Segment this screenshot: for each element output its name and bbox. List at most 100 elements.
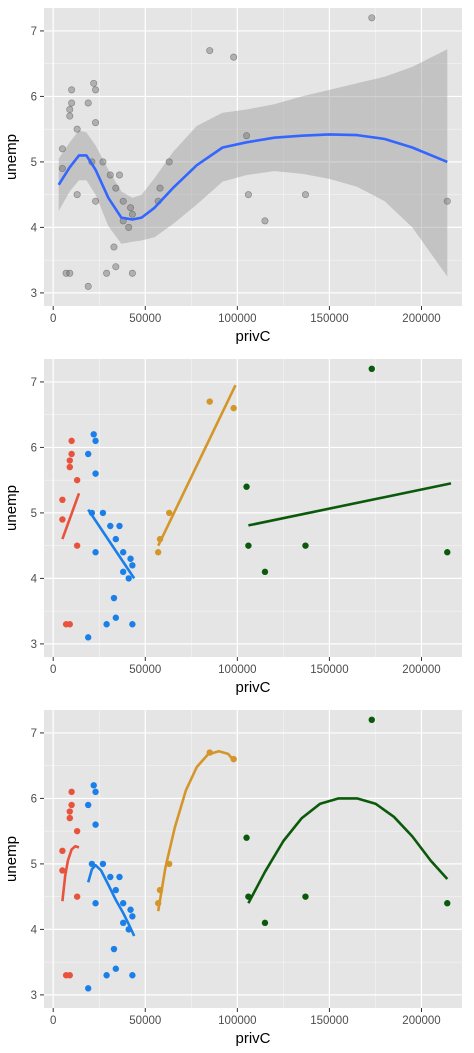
data-point-group-2 bbox=[119, 549, 127, 556]
fit-line-group-1 bbox=[61, 492, 81, 540]
data-point bbox=[112, 263, 120, 271]
data-point bbox=[68, 86, 76, 94]
data-point-group-1 bbox=[68, 801, 75, 809]
data-point-group-4 bbox=[444, 549, 451, 556]
x-tick-label: 200000 bbox=[402, 313, 440, 325]
data-point-group-2 bbox=[92, 549, 99, 556]
confidence-ribbon bbox=[58, 49, 448, 277]
chart-1-loess: 0 50000 100000 150000 200000 3 4 5 6 7 privC unemp bbox=[0, 0, 474, 351]
data-point bbox=[230, 53, 238, 61]
x-tick-label: 0 bbox=[50, 313, 56, 325]
y-tick-label: 3 bbox=[31, 639, 37, 651]
data-point bbox=[106, 171, 114, 179]
data-point-group-4 bbox=[302, 893, 309, 900]
data-point-group-1 bbox=[66, 814, 73, 822]
data-point bbox=[110, 243, 118, 251]
fit-line-group-1 bbox=[61, 844, 80, 902]
x-axis-title: privC bbox=[235, 1030, 270, 1047]
y-tick-label: 5 bbox=[31, 157, 37, 169]
data-point bbox=[127, 204, 135, 212]
data-point-group-1 bbox=[66, 808, 73, 815]
data-point bbox=[119, 197, 127, 205]
data-point-group-2 bbox=[129, 972, 136, 979]
data-point-group-4 bbox=[368, 365, 375, 373]
data-point-group-4 bbox=[261, 919, 269, 927]
data-point bbox=[165, 158, 173, 166]
data-point-group-2 bbox=[116, 522, 123, 530]
data-point bbox=[84, 99, 92, 107]
data-point-group-4 bbox=[243, 834, 250, 841]
data-point bbox=[58, 164, 66, 172]
data-point-group-1 bbox=[66, 972, 73, 979]
data-point-group-2 bbox=[90, 782, 97, 789]
y-tick-label: 7 bbox=[31, 728, 37, 740]
data-point-group-3 bbox=[154, 549, 162, 556]
data-point bbox=[99, 158, 107, 166]
data-point bbox=[92, 197, 100, 205]
chart-2-svg: 0 50000 100000 150000 200000 3 4 5 6 7 privC unemp bbox=[3, 359, 462, 696]
data-point-group-2 bbox=[92, 437, 99, 445]
plot-panel bbox=[44, 359, 462, 657]
data-point-group-3 bbox=[230, 404, 237, 412]
data-point-group-2 bbox=[92, 788, 99, 796]
data-point bbox=[68, 99, 76, 107]
data-point-group-1 bbox=[68, 437, 75, 445]
y-tick-label: 3 bbox=[31, 288, 37, 300]
data-point bbox=[73, 191, 81, 199]
y-tick-label: 6 bbox=[31, 442, 37, 454]
data-point-group-4 bbox=[444, 900, 451, 907]
data-point-group-2 bbox=[127, 906, 134, 913]
y-axis-title: unemp bbox=[3, 836, 20, 882]
x-axis-title: privC bbox=[235, 328, 270, 345]
data-point-group-1 bbox=[73, 827, 81, 835]
x-tick-label: 100000 bbox=[218, 313, 256, 325]
data-point-group-2 bbox=[88, 860, 96, 868]
data-point-group-2 bbox=[92, 900, 99, 907]
y-tick-label: 5 bbox=[31, 859, 37, 871]
data-point-group-1 bbox=[73, 542, 81, 549]
data-point bbox=[92, 86, 100, 94]
data-point bbox=[66, 269, 74, 277]
data-point-group-1 bbox=[59, 847, 66, 855]
y-tick-label: 6 bbox=[31, 91, 37, 103]
y-tick-label: 5 bbox=[31, 508, 37, 520]
plot-panel bbox=[44, 710, 462, 1008]
data-point-group-4 bbox=[261, 568, 269, 576]
data-point-group-1 bbox=[66, 457, 73, 464]
data-point bbox=[125, 223, 133, 231]
data-point-group-2 bbox=[125, 575, 132, 582]
x-tick-label: 200000 bbox=[402, 664, 440, 676]
y-tick-label: 4 bbox=[31, 573, 38, 585]
data-point-group-2 bbox=[110, 594, 118, 602]
data-point-group-2 bbox=[92, 821, 99, 828]
data-point-group-2 bbox=[84, 985, 92, 992]
data-point-group-1 bbox=[68, 450, 75, 458]
chart-3-svg: 0 50000 100000 150000 200000 3 4 5 6 7 privC unemp bbox=[3, 710, 462, 1047]
data-point-group-1 bbox=[68, 788, 75, 796]
data-point-group-3 bbox=[206, 398, 213, 405]
data-point-group-2 bbox=[90, 431, 97, 438]
y-tick-label: 7 bbox=[31, 377, 37, 389]
data-point-group-1 bbox=[73, 893, 81, 900]
data-point bbox=[73, 125, 81, 133]
data-point bbox=[92, 119, 100, 127]
data-point-group-2 bbox=[119, 900, 127, 907]
data-point bbox=[301, 191, 309, 199]
fit-line-group-3 bbox=[157, 384, 237, 547]
fit-line-group-4 bbox=[247, 797, 449, 904]
data-point-group-4 bbox=[243, 483, 250, 490]
data-point-group-2 bbox=[129, 621, 136, 628]
loess-line bbox=[57, 133, 448, 221]
y-tick-label: 4 bbox=[31, 924, 38, 936]
data-point-group-2 bbox=[110, 945, 118, 953]
data-point-group-2 bbox=[112, 886, 120, 894]
fit-line-group-3 bbox=[156, 750, 235, 912]
data-point-group-2 bbox=[119, 919, 127, 927]
y-tick-label: 3 bbox=[31, 990, 37, 1002]
data-point bbox=[443, 197, 451, 205]
data-point bbox=[58, 145, 66, 153]
data-point-group-2 bbox=[92, 470, 99, 477]
chart-1-svg: 0 50000 100000 150000 200000 3 4 5 6 7 privC unemp bbox=[3, 8, 462, 345]
data-point-group-2 bbox=[112, 535, 120, 543]
data-point-group-2 bbox=[112, 614, 120, 621]
